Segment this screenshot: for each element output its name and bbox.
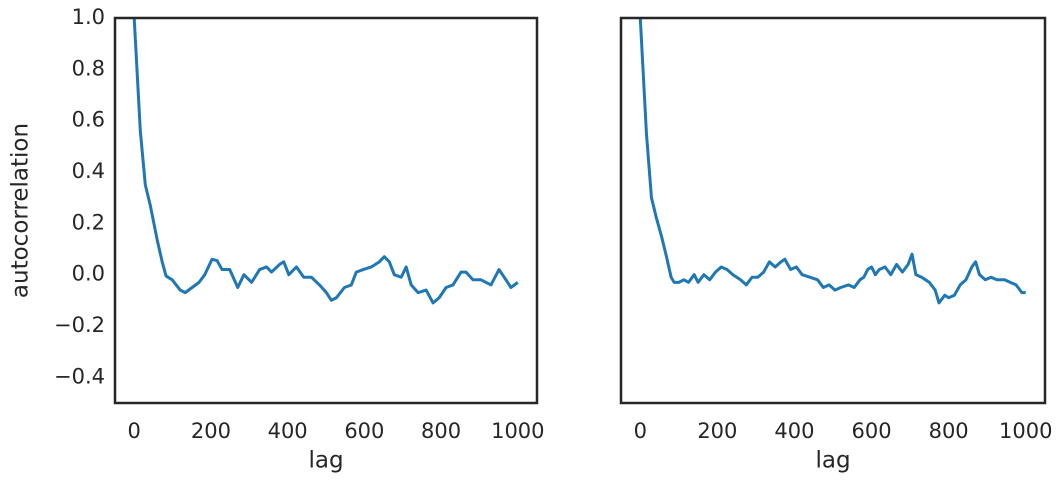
y-tick-label: 0.8 bbox=[72, 56, 105, 80]
y-tick-label: 0.2 bbox=[72, 210, 105, 234]
x-tick-label: 400 bbox=[268, 419, 308, 443]
y-tick-label: 0.4 bbox=[72, 159, 105, 183]
x-axis-label: lag bbox=[308, 448, 343, 474]
y-tick-label: 0.0 bbox=[72, 262, 105, 286]
x-tick-label: 0 bbox=[634, 419, 647, 443]
data-line bbox=[132, 18, 519, 305]
x-tick-label: 400 bbox=[774, 419, 814, 443]
subplot: −0.4 −0.2 0.0 0.2 0.4 0.6 0.8 1.0 0 200 400 600 800 1… bbox=[8, 5, 545, 474]
x-tick-label: 800 bbox=[421, 419, 461, 443]
x-tick-label: 1000 bbox=[999, 419, 1052, 443]
x-tick-label: 200 bbox=[697, 419, 737, 443]
data-line bbox=[638, 18, 1026, 305]
subplot: 0 200 400 600 800 1000 lag bbox=[619, 16, 1052, 474]
x-axis-label: lag bbox=[815, 448, 850, 474]
y-tick-label: 0.6 bbox=[72, 108, 105, 132]
x-tick-label: 600 bbox=[344, 419, 384, 443]
x-tick-label: 200 bbox=[191, 419, 231, 443]
y-axis-label: autocorrelation bbox=[8, 123, 34, 298]
axes-frame bbox=[619, 16, 1047, 405]
y-tick-label: −0.4 bbox=[54, 364, 105, 388]
x-tick-label: 1000 bbox=[491, 419, 544, 443]
y-tick-label: −0.2 bbox=[54, 313, 105, 337]
axes-frame bbox=[113, 16, 539, 405]
y-tick-label: 1.0 bbox=[72, 5, 105, 29]
x-tick-label: 600 bbox=[851, 419, 891, 443]
x-tick-label: 0 bbox=[127, 419, 140, 443]
x-tick-label: 800 bbox=[929, 419, 969, 443]
